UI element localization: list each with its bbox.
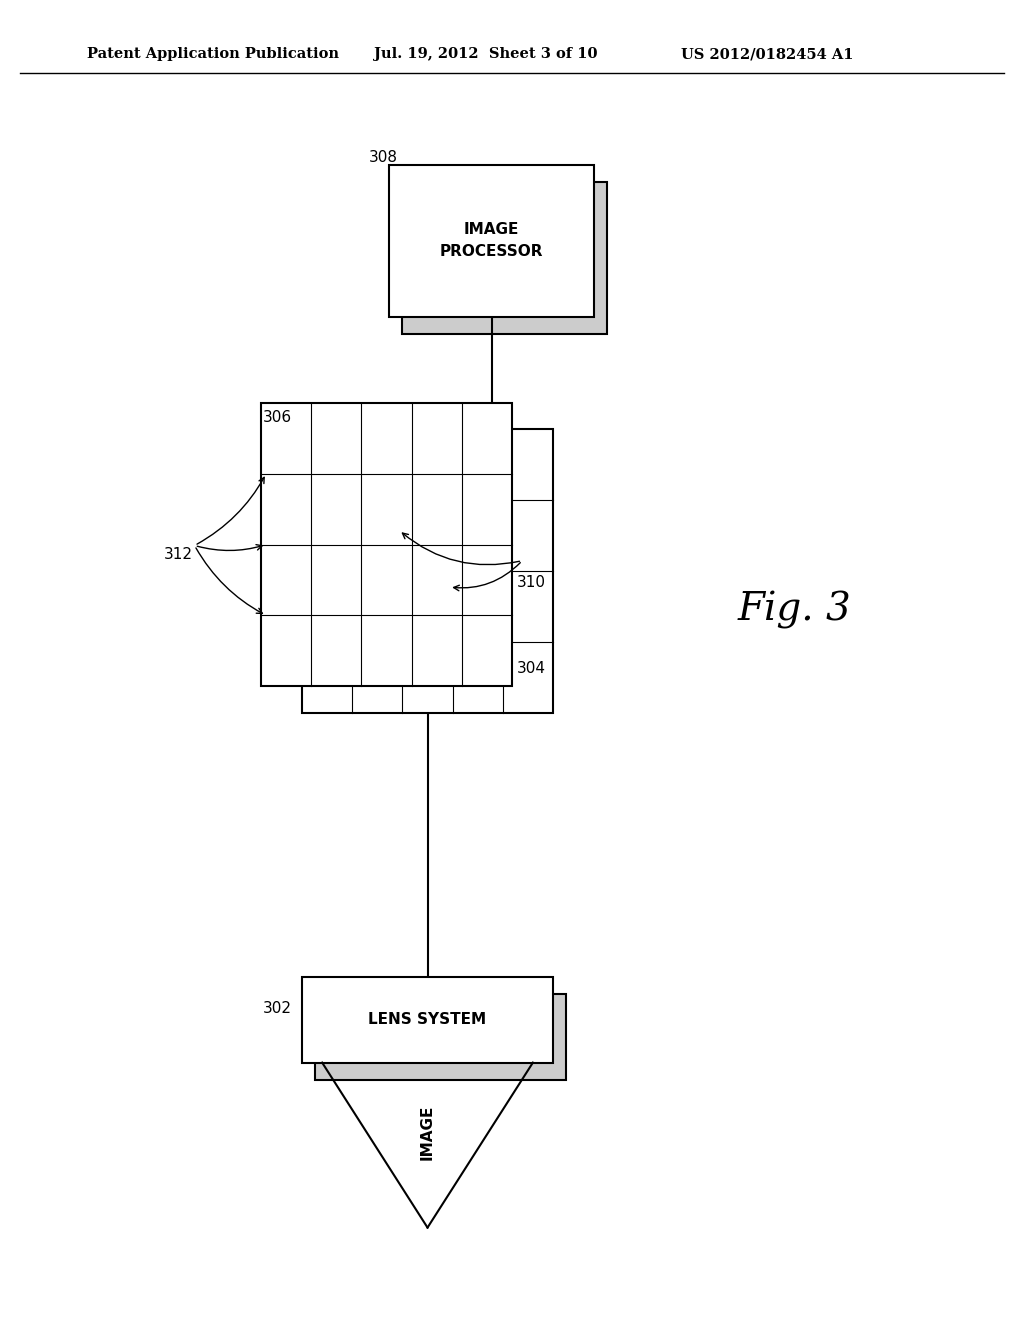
Text: LENS SYSTEM: LENS SYSTEM [369,1012,486,1027]
Text: 310: 310 [517,576,546,590]
Bar [402,182,607,334]
Bar [389,165,594,317]
Bar [302,429,553,713]
Bar [302,977,553,1063]
Text: 302: 302 [263,1001,292,1016]
Text: IMAGE
PROCESSOR: IMAGE PROCESSOR [439,222,544,260]
Text: Fig. 3: Fig. 3 [737,591,851,628]
Bar [261,403,512,686]
Text: Patent Application Publication: Patent Application Publication [87,48,339,61]
Bar [315,994,566,1080]
Text: US 2012/0182454 A1: US 2012/0182454 A1 [681,48,853,61]
Text: 308: 308 [369,150,397,165]
Text: IMAGE: IMAGE [420,1105,435,1159]
Text: 304: 304 [517,661,546,676]
Text: 306: 306 [263,411,292,425]
Text: Jul. 19, 2012  Sheet 3 of 10: Jul. 19, 2012 Sheet 3 of 10 [374,48,597,61]
Text: 312: 312 [164,546,193,562]
